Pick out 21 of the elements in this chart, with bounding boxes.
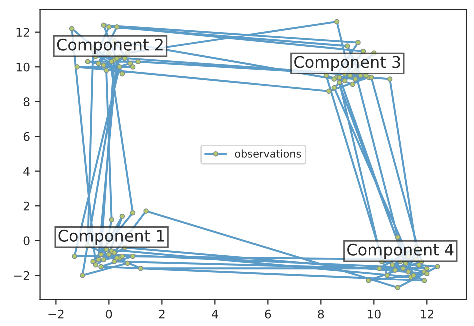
y-tick-label: 0 bbox=[24, 236, 30, 246]
annotation: Component 4 bbox=[348, 244, 454, 260]
annotation: Component 2 bbox=[57, 38, 163, 54]
x-tick-label: 4 bbox=[212, 310, 218, 319]
y-tick-label: 2 bbox=[24, 202, 30, 211]
legend-label: observations bbox=[235, 150, 302, 158]
x-tick-label: 0 bbox=[106, 310, 112, 319]
x-tick-label: 12 bbox=[420, 310, 434, 319]
x-tick-label: −2 bbox=[48, 310, 64, 319]
x-tick-label: 2 bbox=[159, 310, 165, 319]
x-tick-label: 6 bbox=[265, 310, 272, 319]
x-tick-label: 10 bbox=[368, 310, 381, 319]
y-tick-label: 12 bbox=[16, 28, 30, 37]
x-tick-label: 8 bbox=[318, 310, 324, 319]
y-tick-label: 6 bbox=[24, 132, 30, 142]
y-tick-label: 8 bbox=[24, 98, 30, 107]
annotation: Component 1 bbox=[58, 230, 164, 246]
y-tick-label: −2 bbox=[14, 271, 30, 280]
annotation: Component 3 bbox=[294, 56, 400, 72]
y-tick-label: 4 bbox=[24, 167, 30, 176]
y-tick-label: 10 bbox=[16, 62, 30, 72]
